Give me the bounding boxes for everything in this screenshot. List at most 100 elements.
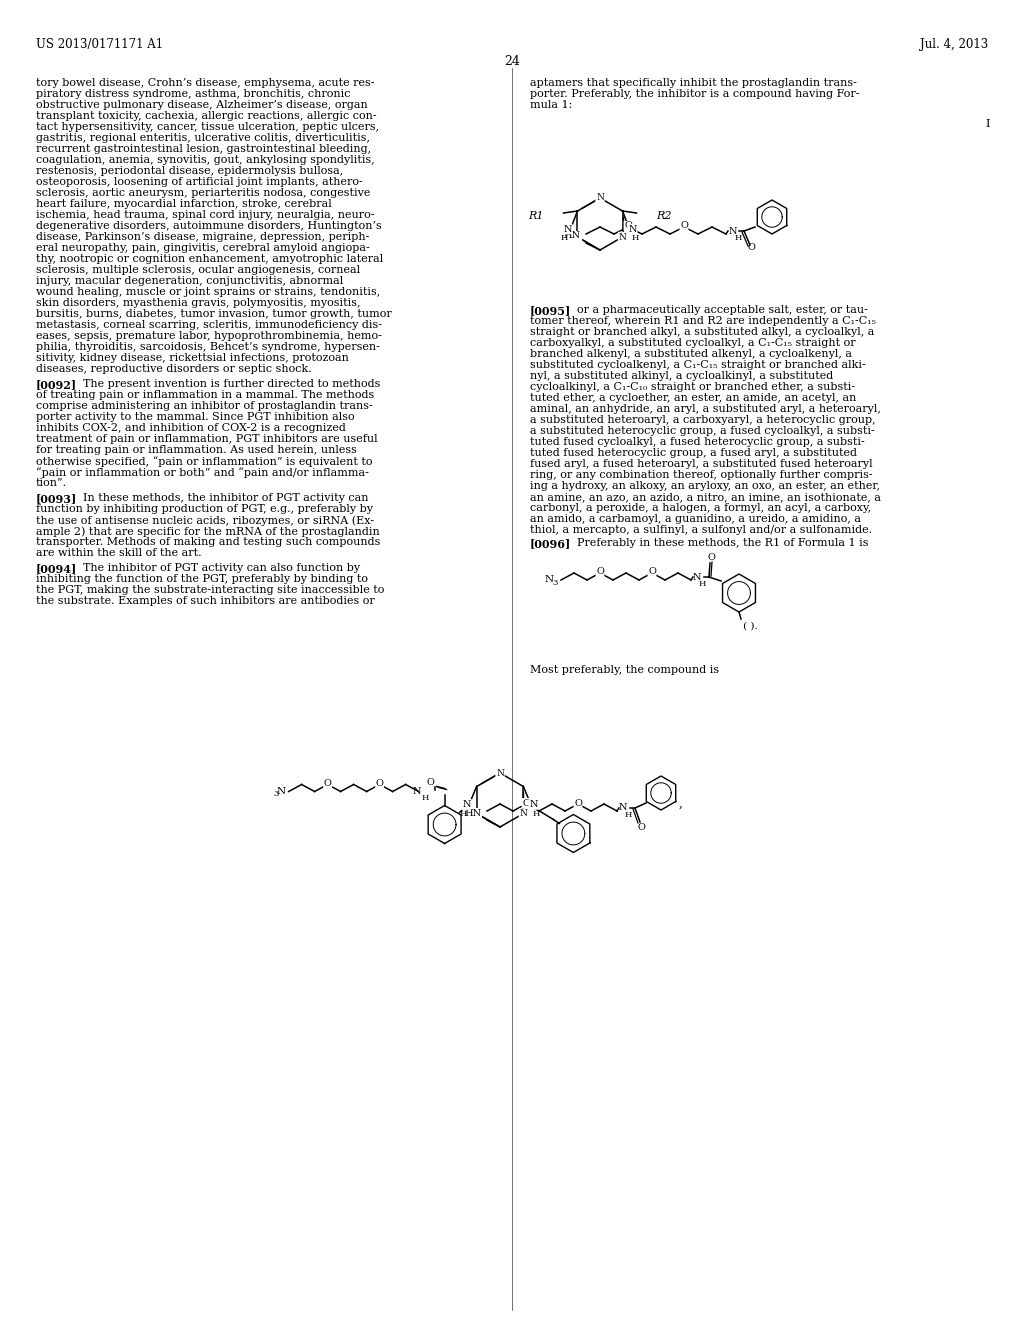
Text: [0092]: [0092] <box>36 379 77 389</box>
Text: [0093]: [0093] <box>36 492 77 504</box>
Text: the substrate. Examples of such inhibitors are antibodies or: the substrate. Examples of such inhibito… <box>36 597 375 606</box>
Text: eral neuropathy, pain, gingivitis, cerebral amyloid angiopa-: eral neuropathy, pain, gingivitis, cereb… <box>36 243 370 253</box>
Text: N: N <box>629 224 637 234</box>
Text: skin disorders, myasthenia gravis, polymyositis, myositis,: skin disorders, myasthenia gravis, polym… <box>36 298 360 308</box>
Text: 3: 3 <box>273 791 279 799</box>
Text: H: H <box>460 809 467 817</box>
Text: O: O <box>624 222 632 231</box>
Text: N: N <box>693 573 701 582</box>
Text: N: N <box>573 232 582 242</box>
Text: sitivity, kidney disease, rickettsial infections, protozoan: sitivity, kidney disease, rickettsial in… <box>36 352 349 363</box>
Text: carboxyalkyl, a substituted cycloalkyl, a C₁-C₁₅ straight or: carboxyalkyl, a substituted cycloalkyl, … <box>530 338 856 348</box>
Text: O: O <box>376 779 384 788</box>
Text: Preferably in these methods, the R1 of Formula 1 is: Preferably in these methods, the R1 of F… <box>570 539 868 548</box>
Text: Most preferably, the compound is: Most preferably, the compound is <box>530 665 719 675</box>
Text: tion”.: tion”. <box>36 478 68 488</box>
Text: sclerosis, multiple sclerosis, ocular angiogenesis, corneal: sclerosis, multiple sclerosis, ocular an… <box>36 265 360 275</box>
Text: an amido, a carbamoyl, a guanidino, a ureido, a amidino, a: an amido, a carbamoyl, a guanidino, a ur… <box>530 513 861 524</box>
Text: transplant toxicity, cachexia, allergic reactions, allergic con-: transplant toxicity, cachexia, allergic … <box>36 111 377 121</box>
Text: tuted fused cycloalkyl, a fused heterocyclic group, a substi-: tuted fused cycloalkyl, a fused heterocy… <box>530 437 864 447</box>
Text: H: H <box>632 234 639 242</box>
Text: or a pharmaceutically acceptable salt, ester, or tau-: or a pharmaceutically acceptable salt, e… <box>570 305 868 315</box>
Text: coagulation, anemia, synovitis, gout, ankylosing spondylitis,: coagulation, anemia, synovitis, gout, an… <box>36 154 375 165</box>
Text: O: O <box>748 243 755 252</box>
Text: The inhibitor of PGT activity can also function by: The inhibitor of PGT activity can also f… <box>76 564 360 573</box>
Text: O: O <box>427 777 434 787</box>
Text: N: N <box>276 787 286 796</box>
Text: a substituted heterocyclic group, a fused cycloalkyl, a substi-: a substituted heterocyclic group, a fuse… <box>530 426 874 436</box>
Text: 24: 24 <box>504 55 520 69</box>
Text: O: O <box>637 822 645 832</box>
Text: straight or branched alkyl, a substituted alkyl, a cycloalkyl, a: straight or branched alkyl, a substitute… <box>530 327 874 337</box>
Text: porter. Preferably, the inhibitor is a compound having For-: porter. Preferably, the inhibitor is a c… <box>530 88 859 99</box>
Text: O: O <box>522 799 530 808</box>
Text: ischemia, head trauma, spinal cord injury, neuralgia, neuro-: ischemia, head trauma, spinal cord injur… <box>36 210 375 220</box>
Text: bursitis, burns, diabetes, tumor invasion, tumor growth, tumor: bursitis, burns, diabetes, tumor invasio… <box>36 309 392 319</box>
Text: the PGT, making the substrate-interacting site inaccessible to: the PGT, making the substrate-interactin… <box>36 585 384 595</box>
Text: heart failure, myocardial infarction, stroke, cerebral: heart failure, myocardial infarction, st… <box>36 199 332 209</box>
Text: N: N <box>412 787 421 796</box>
Text: N: N <box>473 809 480 818</box>
Text: R2: R2 <box>656 211 672 220</box>
Text: cycloalkinyl, a C₁-C₁₀ straight or branched ether, a substi-: cycloalkinyl, a C₁-C₁₀ straight or branc… <box>530 381 855 392</box>
Text: “pain or inflammation or both” and “pain and/or inflamma-: “pain or inflammation or both” and “pain… <box>36 467 369 478</box>
Text: O: O <box>680 222 688 231</box>
Text: [0095]: [0095] <box>530 305 571 315</box>
Text: [0096]: [0096] <box>530 539 571 549</box>
Text: N: N <box>519 809 527 818</box>
Text: disease, Parkinson’s disease, migraine, depression, periph-: disease, Parkinson’s disease, migraine, … <box>36 232 370 242</box>
Text: ,: , <box>679 796 683 809</box>
Text: wound healing, muscle or joint sprains or strains, tendonitis,: wound healing, muscle or joint sprains o… <box>36 286 380 297</box>
Text: N: N <box>563 224 571 234</box>
Text: ing a hydroxy, an alkoxy, an aryloxy, an oxo, an ester, an ether,: ing a hydroxy, an alkoxy, an aryloxy, an… <box>530 480 880 491</box>
Text: ring, or any combination thereof, optionally further compris-: ring, or any combination thereof, option… <box>530 470 872 480</box>
Text: N: N <box>496 768 504 777</box>
Text: transporter. Methods of making and testing such compounds: transporter. Methods of making and testi… <box>36 537 380 546</box>
Text: gastritis, regional enteritis, ulcerative colitis, diverticulitis,: gastritis, regional enteritis, ulcerativ… <box>36 133 370 143</box>
Text: tuted fused heterocyclic group, a fused aryl, a substituted: tuted fused heterocyclic group, a fused … <box>530 447 857 458</box>
Text: sclerosis, aortic aneurysm, periarteritis nodosa, congestive: sclerosis, aortic aneurysm, periarteriti… <box>36 187 371 198</box>
Text: tuted ether, a cycloether, an ester, an amide, an acetyl, an: tuted ether, a cycloether, an ester, an … <box>530 393 856 403</box>
Text: degenerative disorders, autoimmune disorders, Huntington’s: degenerative disorders, autoimmune disor… <box>36 220 382 231</box>
Text: O: O <box>596 568 604 577</box>
Text: otherwise specified, “pain or inflammation” is equivalent to: otherwise specified, “pain or inflammati… <box>36 455 373 467</box>
Text: philia, thyroiditis, sarcoidosis, Behcet’s syndrome, hypersen-: philia, thyroiditis, sarcoidosis, Behcet… <box>36 342 380 352</box>
Text: 3: 3 <box>552 579 557 587</box>
Text: fused aryl, a fused heteroaryl, a substituted fused heteroaryl: fused aryl, a fused heteroaryl, a substi… <box>530 459 872 469</box>
Text: O: O <box>324 779 332 788</box>
Text: a substituted heteroaryl, a carboxyaryl, a heterocyclic group,: a substituted heteroaryl, a carboxyaryl,… <box>530 414 876 425</box>
Text: tact hypersensitivity, cancer, tissue ulceration, peptic ulcers,: tact hypersensitivity, cancer, tissue ul… <box>36 121 379 132</box>
Text: N: N <box>596 194 604 202</box>
Text: metastasis, corneal scarring, scleritis, immunodeficiency dis-: metastasis, corneal scarring, scleritis,… <box>36 319 382 330</box>
Text: eases, sepsis, premature labor, hypoprothrombinemia, hemo-: eases, sepsis, premature labor, hypoprot… <box>36 331 382 341</box>
Text: carbonyl, a peroxide, a halogen, a formyl, an acyl, a carboxy,: carbonyl, a peroxide, a halogen, a formy… <box>530 503 871 513</box>
Text: H: H <box>422 795 429 803</box>
Text: for treating pain or inflammation. As used herein, unless: for treating pain or inflammation. As us… <box>36 445 357 455</box>
Text: an amine, an azo, an azido, a nitro, an imine, an isothionate, a: an amine, an azo, an azido, a nitro, an … <box>530 492 881 502</box>
Text: O: O <box>574 799 582 808</box>
Text: comprise administering an inhibitor of prostaglandin trans-: comprise administering an inhibitor of p… <box>36 401 373 411</box>
Text: are within the skill of the art.: are within the skill of the art. <box>36 548 202 558</box>
Text: In these methods, the inhibitor of PGT activity can: In these methods, the inhibitor of PGT a… <box>76 492 369 503</box>
Text: US 2013/0171171 A1: US 2013/0171171 A1 <box>36 38 163 51</box>
Text: piratory distress syndrome, asthma, bronchitis, chronic: piratory distress syndrome, asthma, bron… <box>36 88 350 99</box>
Text: [0094]: [0094] <box>36 564 77 574</box>
Text: The present invention is further directed to methods: The present invention is further directe… <box>76 379 380 389</box>
Text: mula 1:: mula 1: <box>530 100 572 110</box>
Text: thy, nootropic or cognition enhancement, amyotrophic lateral: thy, nootropic or cognition enhancement,… <box>36 253 383 264</box>
Text: N: N <box>529 800 538 809</box>
Text: HN: HN <box>563 231 581 240</box>
Text: aminal, an anhydride, an aryl, a substituted aryl, a heteroaryl,: aminal, an anhydride, an aryl, a substit… <box>530 404 881 414</box>
Text: the use of antisense nucleic acids, ribozymes, or siRNA (Ex-: the use of antisense nucleic acids, ribo… <box>36 515 374 525</box>
Text: injury, macular degeneration, conjunctivitis, abnormal: injury, macular degeneration, conjunctiv… <box>36 276 343 286</box>
Text: nyl, a substituted alkinyl, a cycloalkinyl, a substituted: nyl, a substituted alkinyl, a cycloalkin… <box>530 371 834 381</box>
Text: porter activity to the mammal. Since PGT inhibition also: porter activity to the mammal. Since PGT… <box>36 412 354 422</box>
Text: branched alkenyl, a substituted alkenyl, a cycloalkenyl, a: branched alkenyl, a substituted alkenyl,… <box>530 348 852 359</box>
Text: H: H <box>532 809 540 817</box>
Text: H: H <box>561 234 568 242</box>
Text: thiol, a mercapto, a sulfinyl, a sulfonyl and/or a sulfonamide.: thiol, a mercapto, a sulfinyl, a sulfony… <box>530 525 872 535</box>
Text: I: I <box>985 119 989 129</box>
Text: N: N <box>545 576 554 585</box>
Text: inhibits COX-2, and inhibition of COX-2 is a recognized: inhibits COX-2, and inhibition of COX-2 … <box>36 422 346 433</box>
Text: ( ).: ( ). <box>743 622 758 631</box>
